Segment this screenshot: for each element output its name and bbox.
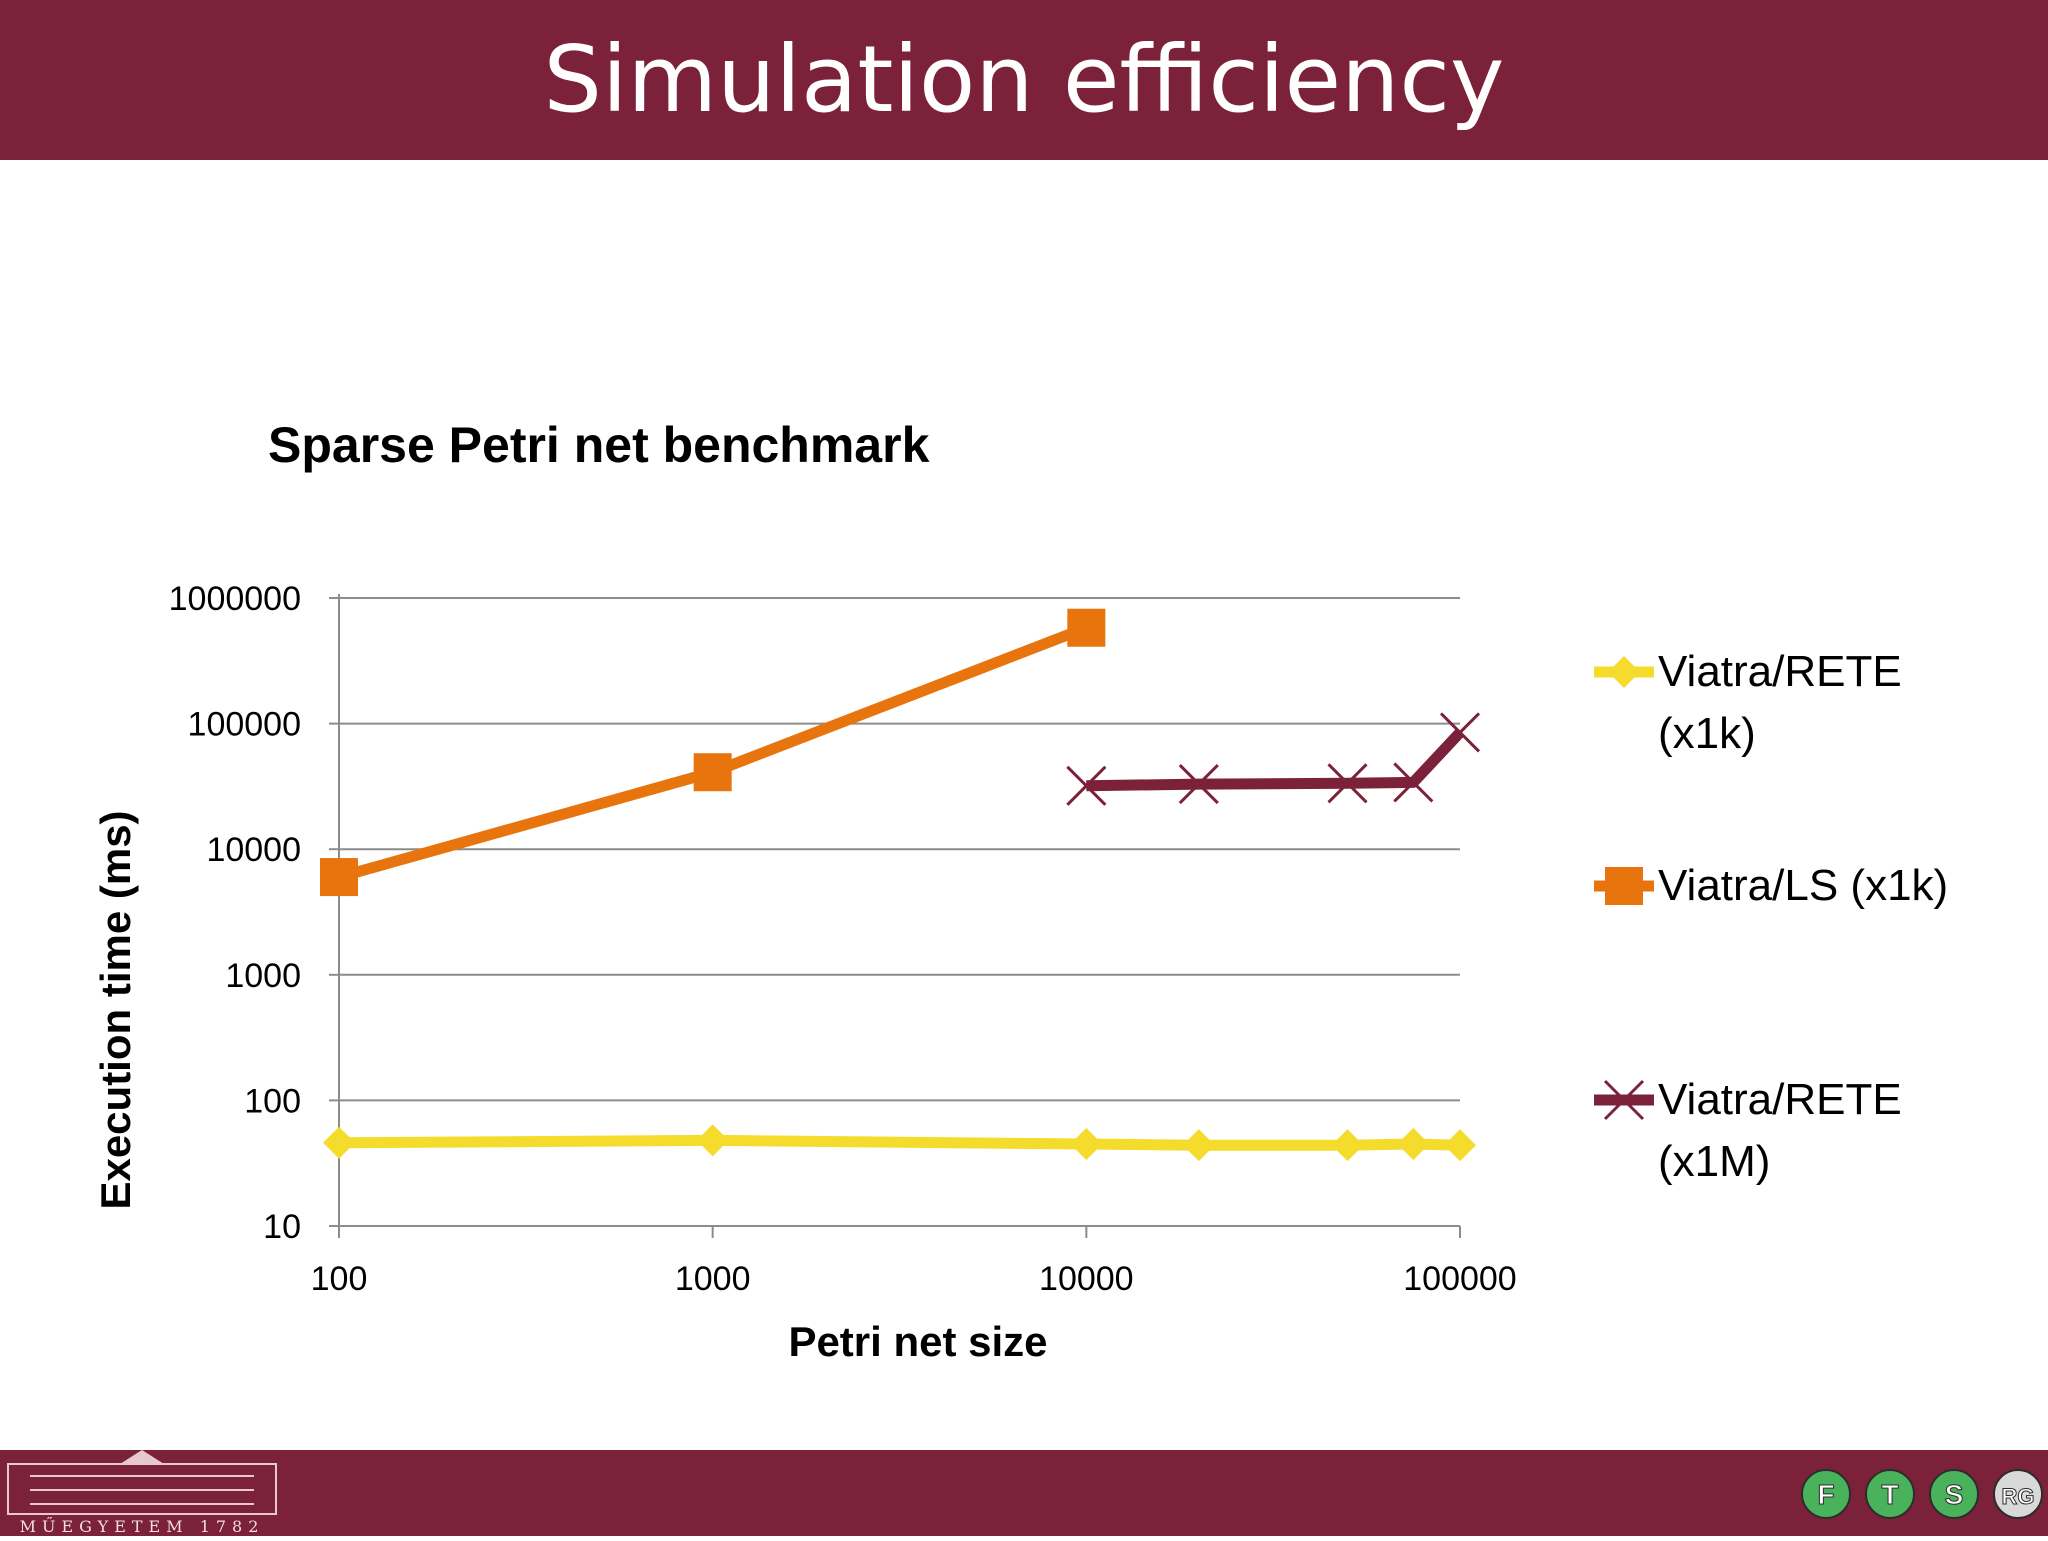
data-point [1182, 1129, 1215, 1162]
data-point [1439, 712, 1481, 753]
data-point-stroke [1603, 1079, 1645, 1121]
series-line [338, 1134, 1461, 1151]
group-logo-text: S [1945, 1479, 1964, 1510]
legend-label: Viatra/LS (x1k) [1658, 861, 1948, 910]
x-tick-labels: 100 1000 10000 100000 [311, 1260, 1517, 1298]
data-point [1327, 763, 1368, 804]
data-point [1603, 1079, 1645, 1121]
axes [329, 594, 1461, 1238]
legend-label: (x1M) [1658, 1137, 1770, 1186]
legend-label: Viatra/RETE [1658, 647, 1902, 696]
data-point [696, 1124, 729, 1157]
slide-header [0, 0, 2048, 160]
legend-entry-3: Viatra/RETE (x1M) [1594, 1075, 1902, 1186]
y-tick-label: 10 [263, 1208, 301, 1246]
data-point [1605, 867, 1643, 905]
university-logo-text: MŰEGYETEM 1782 [20, 1516, 265, 1536]
gridlines [339, 597, 1460, 1102]
x-tick-label: 10000 [1039, 1260, 1134, 1298]
group-logo-text: T [1881, 1479, 1898, 1510]
x-axis-label: Petri net size [788, 1318, 1047, 1365]
university-logo: MŰEGYETEM 1782 [7, 1450, 277, 1536]
data-point [320, 858, 358, 897]
group-logo-s: S [1929, 1469, 1979, 1519]
data-point [1070, 1127, 1103, 1160]
data-point [1066, 765, 1107, 806]
legend: Viatra/RETE (x1k) Viatra/LS (x1k) Viatra/RE… [1594, 647, 1948, 1186]
legend-label: (x1k) [1658, 709, 1756, 758]
y-tick-label: 100000 [188, 706, 301, 744]
data-point [323, 1126, 355, 1159]
legend-label: Viatra/RETE [1658, 1075, 1902, 1124]
group-logos: F T S RG [1801, 1469, 2043, 1519]
data-point-stroke [1178, 764, 1219, 805]
data-point-stroke [1066, 765, 1107, 806]
data-point [1444, 1129, 1476, 1162]
series-1 [323, 1124, 1476, 1162]
x-tick-label: 100 [311, 1260, 368, 1298]
data-point-stroke [1327, 763, 1368, 804]
y-tick-label: 100 [244, 1082, 301, 1120]
footer-logos: MŰEGYETEM 1782 F T S RG [7, 1450, 2043, 1536]
series-3 [1066, 712, 1481, 806]
data-point-stroke [1439, 712, 1481, 753]
y-tick-labels: 10 100 1000 10000 100000 1000000 [169, 580, 301, 1246]
slide-title: Simulation efficiency [543, 26, 1505, 133]
data-point-stroke [1393, 762, 1434, 803]
series-layer [320, 608, 1481, 1162]
x-tick-label: 100000 [1403, 1260, 1516, 1298]
group-logo-circle [1993, 1469, 2043, 1519]
slide-footer: MŰEGYETEM 1782 F T S RG [0, 1450, 2048, 1536]
group-logo-circle [1929, 1469, 1979, 1519]
series-line [1086, 728, 1465, 792]
data-point [1067, 608, 1106, 647]
group-logo-text: F [1817, 1479, 1834, 1510]
y-tick-label: 10000 [206, 831, 301, 869]
y-tick-label: 1000 [225, 957, 301, 995]
data-point [1331, 1129, 1364, 1162]
group-logo-f: F [1801, 1469, 1851, 1519]
chart: Sparse Petri net benchmark 10 100 1000 1000… [92, 417, 1948, 1365]
group-logo-rg: RG [1993, 1469, 2043, 1519]
data-point [693, 753, 732, 792]
legend-entry-1: Viatra/RETE (x1k) [1594, 647, 1902, 758]
legend-entry-2: Viatra/LS (x1k) [1594, 861, 1948, 910]
y-axis-label: Execution time (ms) [92, 810, 139, 1209]
y-tick-label: 1000000 [169, 580, 301, 618]
x-tick-label: 1000 [675, 1260, 751, 1298]
chart-title: Sparse Petri net benchmark [268, 417, 930, 473]
group-logo-circle [1865, 1469, 1915, 1519]
data-point [1608, 656, 1640, 688]
series-line [337, 622, 1089, 883]
series-2 [320, 608, 1106, 897]
data-point [1397, 1127, 1430, 1160]
data-point [1393, 762, 1434, 803]
data-point [1178, 764, 1219, 805]
group-logo-circle [1801, 1469, 1851, 1519]
group-logo-t: T [1865, 1469, 1915, 1519]
group-logo-text: RG [2002, 1484, 2035, 1509]
